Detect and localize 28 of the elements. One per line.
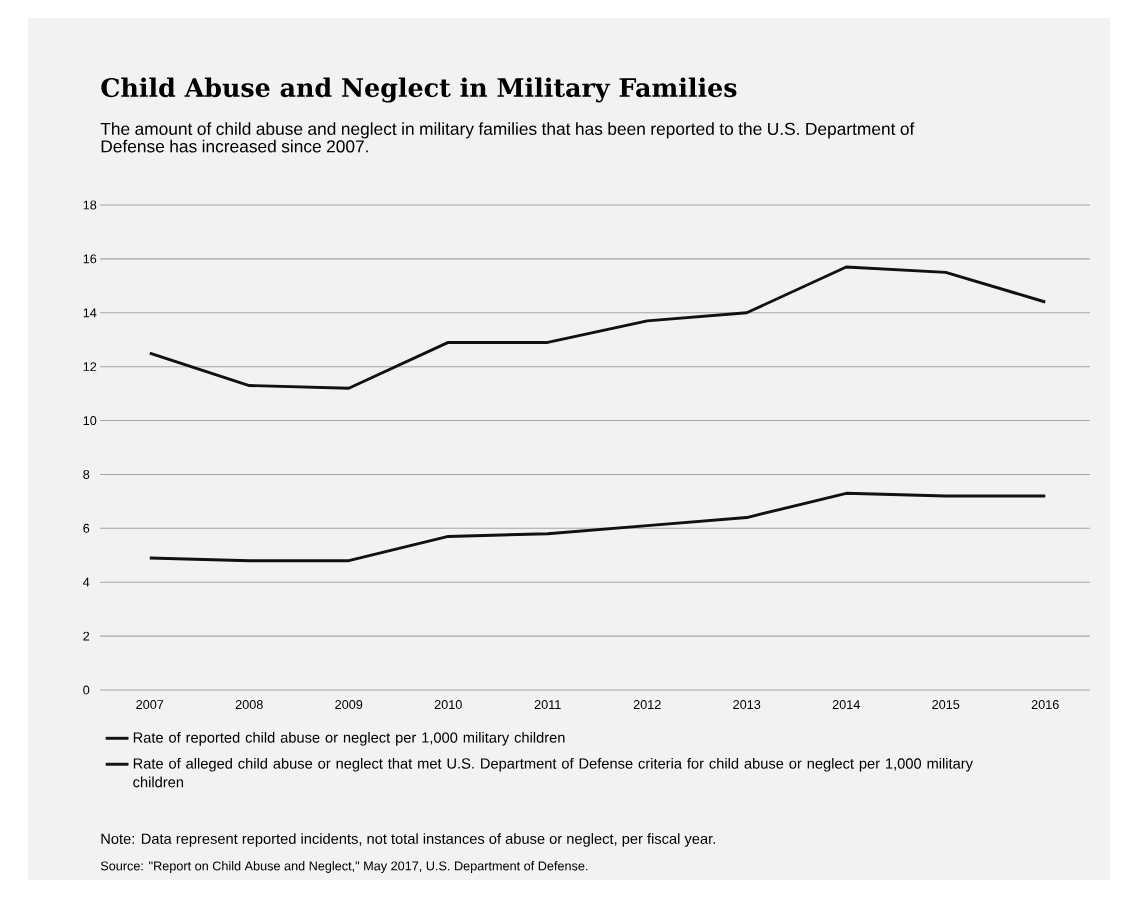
y-tick-label: 10 xyxy=(83,416,97,426)
y-tick-label: 18 xyxy=(83,200,97,210)
y-tick-label: 6 xyxy=(83,523,90,533)
y-tick-label: 2 xyxy=(83,631,90,641)
x-tick-label: 2010 xyxy=(434,700,462,710)
source-note: Source: "Report on Child Abuse and Neglect," May 2017, U.S. Department of Defense. xyxy=(100,861,588,873)
text: Note: Data represent reported incidents, not total instances of abuse or neglect, per fiscal year. xyxy=(101,833,715,847)
chart-title: Child Abuse and Neglect in Military Families xyxy=(101,77,737,103)
y-tick-label: 0 xyxy=(83,685,90,695)
y-tick-label: 12 xyxy=(83,362,97,372)
line-series xyxy=(148,491,1047,563)
x-tick-label: 2015 xyxy=(932,700,960,710)
x-tick-label: 2011 xyxy=(534,700,561,710)
y-tick-label: 14 xyxy=(83,308,97,318)
x-tick-label: 2012 xyxy=(633,700,661,710)
y-tick-label: 4 xyxy=(83,577,90,587)
x-tick-label: 2013 xyxy=(733,700,761,710)
y-tick-label: 8 xyxy=(83,469,90,479)
chart-subtitle: The amount of child abuse and neglect in military families that has been reported to the U.S. Department of Defense has increased since 2007. xyxy=(100,122,915,153)
x-tick-label: 2008 xyxy=(235,700,263,710)
legend-label: Rate of alleged child abuse or neglect that met U.S. Department of Defense criteria for child abuse or neglect per 1,000 military children xyxy=(133,757,973,788)
y-tick-label: 16 xyxy=(83,254,97,264)
x-tick-label: 2016 xyxy=(1031,700,1059,710)
line-series xyxy=(148,265,1047,390)
legend-label: Rate of reported child abuse or neglect per 1,000 military children xyxy=(133,731,565,746)
x-tick-label: 2014 xyxy=(832,700,860,710)
x-tick-label: 2009 xyxy=(335,700,363,710)
x-tick-label: 2007 xyxy=(136,700,164,710)
